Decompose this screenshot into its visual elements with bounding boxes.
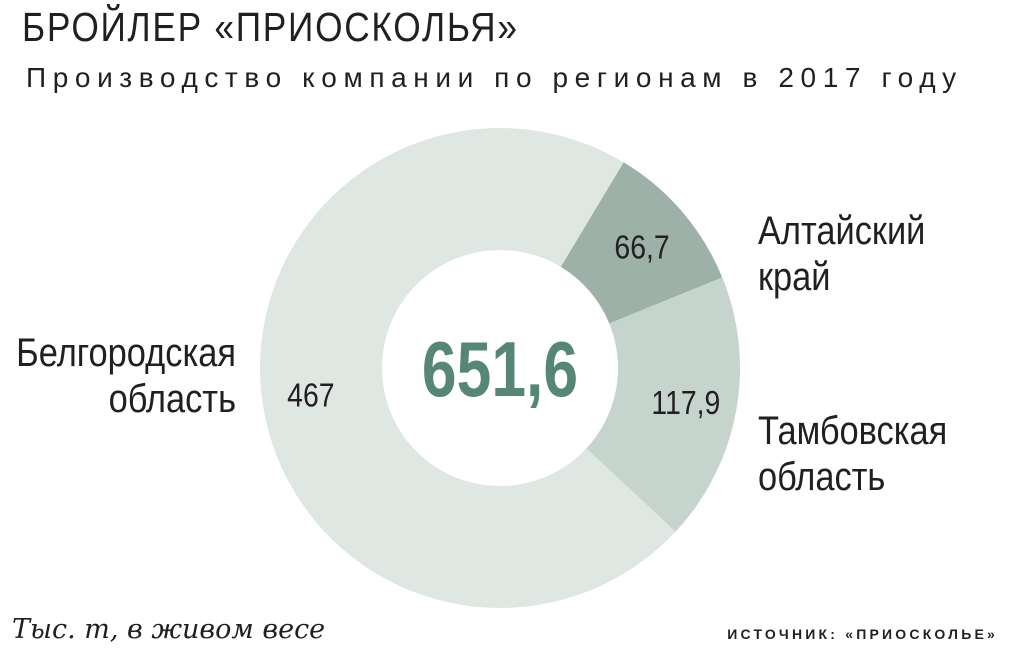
unit-note: Тыс. т, в живом весе <box>12 614 326 645</box>
donut-labels: 66,7 Алтайскийкрай117,9Тамбовскаяобласть4… <box>16 208 947 499</box>
chart-title: БРОЙЛЕР «ПРИОСКОЛЬЯ» <box>22 4 519 50</box>
total-value-label: 651,6 <box>422 325 578 412</box>
category-label-алтайский: Алтайский <box>758 208 925 253</box>
value-label-алтайский-край: 66,7 <box>614 228 669 266</box>
value-label-тамбовская-область: 117,9 <box>651 384 720 422</box>
category-label-белгородская: Белгородская <box>16 330 236 375</box>
slice-белгородская-область <box>259 127 676 608</box>
category-label-область: область <box>758 454 885 499</box>
value-label-белгородская-область: 467 <box>287 377 334 415</box>
slice-алтайский-край <box>560 162 723 324</box>
source-note: ИСТОЧНИК: «ПРИОСКОЛЬЕ» <box>727 626 998 642</box>
category-label-край: край <box>758 254 831 299</box>
donut-slices <box>259 127 740 608</box>
chart-subtitle: Производство компании по регионам в 2017… <box>26 62 963 93</box>
category-label-область: область <box>109 376 236 421</box>
category-label-тамбовская: Тамбовская <box>758 408 947 453</box>
slice-тамбовская-область <box>586 277 740 532</box>
